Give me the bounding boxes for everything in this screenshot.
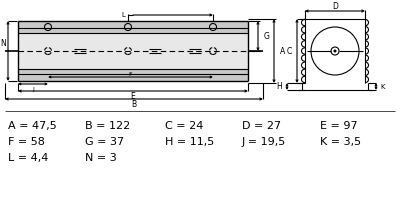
Text: B: B [132,100,136,108]
Bar [18,69,248,81]
Text: C = 24: C = 24 [165,121,203,131]
Text: G = 37: G = 37 [85,137,124,147]
Text: L = 4,4: L = 4,4 [8,153,48,163]
Text: C: C [287,46,292,55]
Text: F: F [129,71,132,76]
Text: D = 27: D = 27 [242,121,281,131]
Circle shape [334,49,336,52]
Text: J: J [32,86,34,92]
Bar [18,21,248,33]
Text: H = 11,5: H = 11,5 [165,137,214,147]
Text: K = 3,5: K = 3,5 [320,137,361,147]
Text: N = 3: N = 3 [85,153,117,163]
Text: H: H [276,82,282,91]
Text: N: N [0,39,6,48]
Text: A = 47,5: A = 47,5 [8,121,57,131]
Bar [18,33,248,69]
Text: F = 58: F = 58 [8,137,45,147]
Text: G: G [264,31,270,40]
Text: A: A [280,46,285,55]
Text: B = 122: B = 122 [85,121,130,131]
Text: L: L [121,12,125,18]
Text: K: K [380,83,384,89]
Text: J = 19,5: J = 19,5 [242,137,286,147]
Text: E = 97: E = 97 [320,121,358,131]
Text: E: E [131,92,135,101]
Text: D: D [332,1,338,10]
